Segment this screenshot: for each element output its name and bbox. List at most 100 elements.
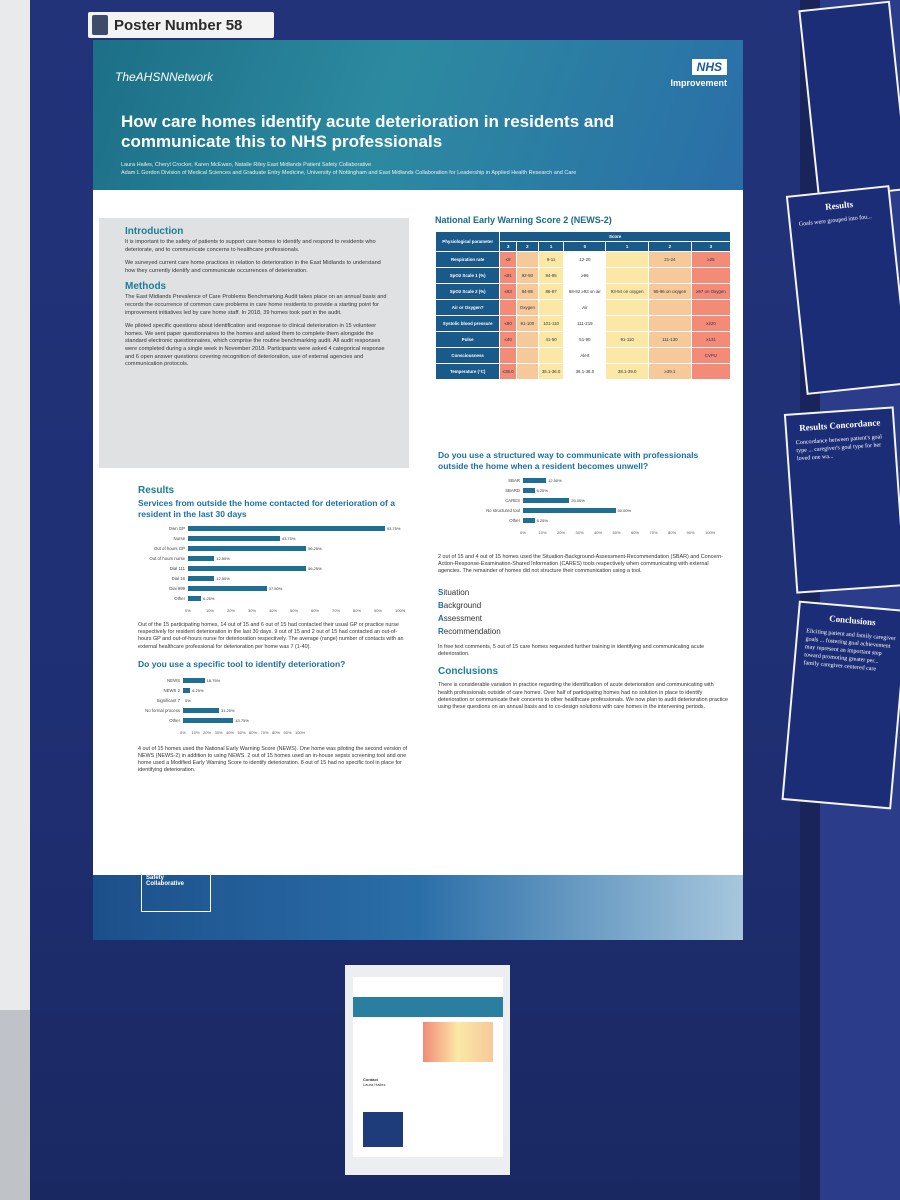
bar-label: Other xyxy=(509,518,520,523)
table-cell xyxy=(605,267,650,284)
leaflet-holder[interactable]: Contact Laura Hailes xyxy=(345,965,510,1175)
bar xyxy=(183,687,191,693)
bar-value: 43.75% xyxy=(235,717,249,723)
table-cell xyxy=(537,299,565,316)
parameter-cell: SpO2 Scale 1 (%) xyxy=(434,267,501,284)
poster-footer-band xyxy=(93,875,743,940)
conclusions-text: There is considerable variation in pract… xyxy=(438,682,728,711)
bar xyxy=(188,556,215,561)
table-cell: 84-85 xyxy=(516,283,539,300)
score-header: 1 xyxy=(537,241,565,252)
ahsn-logo: TheAHSNNetwork xyxy=(115,70,214,84)
bar xyxy=(188,566,307,571)
axis-tick: 90% xyxy=(283,729,292,735)
table-cell xyxy=(516,347,539,364)
parameter-cell: Consciousness xyxy=(434,347,501,364)
bar xyxy=(523,498,570,503)
table-row: Respiration rate ≤8 9-11 12-20 21-24 ≥25 xyxy=(434,251,732,268)
sbar-item: Recommendation xyxy=(438,626,501,636)
free-text: In free text comments, 5 out of 15 care … xyxy=(438,643,705,657)
table-cell: Oxygen xyxy=(516,299,539,316)
table-cell: ≥131 xyxy=(690,331,732,348)
intro-text: It is important to the safety of patient… xyxy=(125,239,376,253)
axis-tick: 30% xyxy=(214,729,223,735)
bar-label: NEWS xyxy=(167,677,180,683)
tag-icon xyxy=(92,15,108,35)
card-title: Results Concordance xyxy=(798,417,881,434)
bar-value: 31.25% xyxy=(220,707,235,713)
chart1: Own GP 93.75% Nurse 43.75% Out of hours GP 56… xyxy=(138,526,408,618)
logo-line: East Midlands xyxy=(146,857,184,863)
bar-value: 12.50% xyxy=(216,556,230,561)
table-row: Pulse ≤40 41-50 51-90 91-110 111-130 ≥131 xyxy=(434,331,732,348)
axis-tick: 80% xyxy=(272,729,281,735)
poster: TheAHSNNetwork NHS Improvement How care … xyxy=(93,40,743,940)
bar-label: Dial 999 xyxy=(169,586,185,591)
card-title: Results xyxy=(824,199,854,212)
methods-text: We piloted specific questions about iden… xyxy=(125,323,385,368)
news2-section: National Early Warning Score 2 (NEWS-2) … xyxy=(434,215,735,380)
table-cell: 92-93 xyxy=(516,267,539,284)
axis-tick: 50% xyxy=(612,530,621,535)
table-row: SpO2 Scale 2 (%) ≤83 84-85 86-87 88-92 ≥93 o… xyxy=(434,283,732,300)
sbar-list: Situation Background Assessment Recommendat… xyxy=(438,586,728,638)
bar xyxy=(188,526,385,531)
logo-line: Safety xyxy=(146,875,165,881)
sbar-item: Background xyxy=(438,600,482,610)
bar xyxy=(523,508,616,513)
axis-tick: 60% xyxy=(631,530,640,535)
intro-heading: Introduction xyxy=(125,226,184,237)
axis-tick: 0% xyxy=(520,530,526,535)
table-cell xyxy=(690,267,732,284)
table-row: Temperature (°C) ≤35.0 35.1-36.0 36.1-38.0 3… xyxy=(434,363,732,380)
methods-heading: Methods xyxy=(125,281,167,293)
score-header: 2 xyxy=(516,241,539,252)
poster-title: How care homes identify acute deteriorat… xyxy=(121,112,615,151)
axis-tick: 0% xyxy=(185,608,191,613)
axis-tick: 70% xyxy=(649,530,658,535)
bar-value: 6.25% xyxy=(203,596,215,601)
methods-text: The East Midlands Prevalence of Care Pro… xyxy=(125,294,387,316)
table-cell xyxy=(648,267,692,284)
bar-value: 6.25% xyxy=(536,488,548,493)
table-cell xyxy=(648,347,692,364)
leaflet-contact-label: Contact xyxy=(363,1077,378,1082)
leaflet-logo xyxy=(363,1112,403,1147)
right-card-results: Results Goals were grouped into fou... xyxy=(785,185,900,395)
authors-line: Laura Hailes, Cheryl Crocker, Karen McEw… xyxy=(121,162,372,168)
table-cell xyxy=(516,363,539,380)
table-cell xyxy=(516,331,539,348)
axis-tick: 70% xyxy=(332,608,341,613)
bar-label: Nurse xyxy=(173,536,185,541)
axis-tick: 100% xyxy=(395,608,406,613)
bar-value: 6.25% xyxy=(192,687,204,693)
poster-number-label: Poster Number 58 xyxy=(114,16,243,34)
bar-value: 12.50% xyxy=(216,576,230,581)
axis-tick: 20% xyxy=(557,530,566,535)
table-cell: Air xyxy=(563,299,607,316)
bar-label: SBARD xyxy=(505,488,520,493)
table-cell: 12-20 xyxy=(563,251,607,268)
parameter-cell: SpO2 Scale 2 (%) xyxy=(434,283,501,300)
axis-tick: 50% xyxy=(237,729,246,735)
axis-tick: 20% xyxy=(227,608,236,613)
table-cell: 88-92 ≥93 on air xyxy=(563,283,607,300)
table-row: Consciousness Alert CVPU xyxy=(434,347,732,364)
bar-value: 25.00% xyxy=(571,498,585,503)
table-cell xyxy=(516,251,539,268)
axis-tick: 60% xyxy=(311,608,320,613)
bar xyxy=(523,488,535,493)
table-cell: ≥97 on Oxygen xyxy=(690,283,732,300)
table-cell: 101-110 xyxy=(537,315,565,332)
score-header: 2 xyxy=(648,241,692,252)
bar-value: 0% xyxy=(185,697,191,703)
table-cell: 95-96 on oxygen xyxy=(648,283,692,300)
axis-tick: 30% xyxy=(575,530,584,535)
axis-tick: 90% xyxy=(374,608,383,613)
bar-label: Other xyxy=(174,596,185,601)
bar xyxy=(523,478,547,483)
leaflet: Contact Laura Hailes xyxy=(353,977,503,1157)
nhs-logo: NHS Improvement xyxy=(670,58,727,88)
table-cell: ≥25 xyxy=(690,251,732,268)
table-cell xyxy=(648,299,692,316)
